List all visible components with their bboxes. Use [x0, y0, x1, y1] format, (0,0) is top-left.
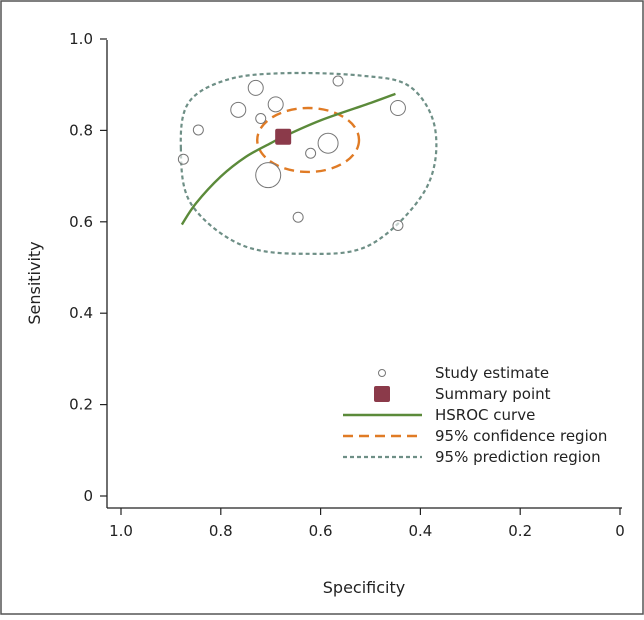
legend-label-summary: Summary point — [435, 385, 551, 403]
regions — [179, 71, 438, 255]
curves — [180, 92, 396, 226]
legend-label-prediction: 95% prediction region — [435, 448, 601, 466]
y-tick-label: 0.4 — [69, 304, 93, 322]
study-estimate-point — [192, 124, 204, 136]
study-estimate-point — [267, 96, 284, 113]
y-ticks: 0 0.2 0.4 0.6 0.8 1.0 — [69, 30, 107, 505]
study-estimate-point — [292, 211, 304, 223]
study-estimate-point — [247, 79, 264, 96]
y-tick-label: 0.2 — [69, 396, 93, 414]
study-estimate-point — [177, 153, 189, 165]
study-estimate-point — [317, 132, 339, 154]
study-estimate-point — [305, 147, 317, 159]
study-estimate-point — [255, 162, 282, 189]
x-tick-label: 1.0 — [109, 522, 133, 540]
legend: Study estimate Summary point HSROC curve 95… — [343, 364, 607, 466]
x-ticks: 1.0 0.8 0.6 0.4 0.2 0 — [109, 508, 625, 540]
legend-symbol-summary — [374, 386, 390, 402]
study-estimate-point — [255, 113, 267, 125]
summary-layer — [275, 128, 292, 145]
study-estimate-point — [389, 100, 406, 117]
x-tick-label: 0.6 — [309, 522, 333, 540]
axes — [106, 40, 622, 509]
y-tick-label: 1.0 — [69, 30, 93, 48]
legend-label-study: Study estimate — [435, 364, 549, 382]
x-tick-label: 0.2 — [508, 522, 532, 540]
x-tick-label: 0.8 — [209, 522, 233, 540]
hsroc-curve — [180, 92, 396, 226]
y-tick-label: 0.6 — [69, 213, 93, 231]
prediction-region — [179, 71, 438, 255]
summary-point — [275, 128, 292, 145]
legend-label-confidence: 95% confidence region — [435, 427, 607, 445]
confidence-region — [256, 106, 361, 174]
x-tick-label: 0 — [615, 522, 625, 540]
x-tick-label: 0.4 — [408, 522, 432, 540]
y-tick-label: 0.8 — [69, 121, 93, 139]
study-estimate-point — [392, 219, 404, 231]
study-points — [177, 75, 406, 231]
study-estimate-point — [230, 101, 247, 118]
legend-label-hsroc: HSROC curve — [435, 406, 535, 424]
x-axis-label: Specificity — [323, 578, 405, 597]
study-estimate-point — [332, 75, 344, 87]
y-tick-label: 0 — [83, 487, 93, 505]
y-axis-label: Sensitivity — [25, 241, 44, 324]
legend-symbol-study — [378, 369, 386, 377]
